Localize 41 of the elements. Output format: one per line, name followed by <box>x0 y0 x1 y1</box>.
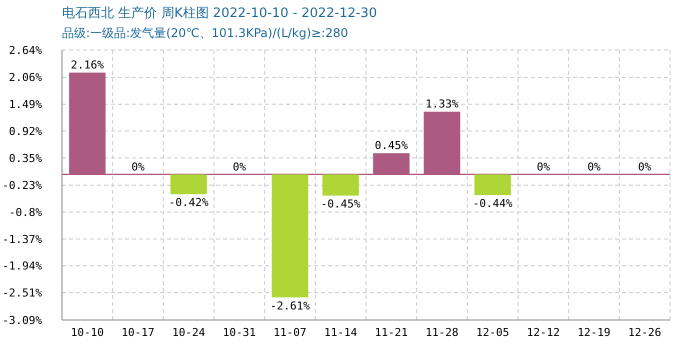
data-label: 0.45% <box>374 139 408 152</box>
x-tick-label: 11-28 <box>425 326 459 339</box>
y-tick-label: 0.92% <box>8 124 42 138</box>
data-label: 0% <box>587 160 601 174</box>
x-tick-label: 10-24 <box>172 326 206 339</box>
x-tick-label: 11-14 <box>324 326 358 339</box>
y-tick-label: 2.64% <box>8 44 42 57</box>
y-tick-label: -3.09% <box>2 314 42 327</box>
y-tick-label: -1.94% <box>2 260 42 273</box>
x-tick-label: 11-07 <box>273 326 307 339</box>
data-label: 0% <box>232 160 246 174</box>
chart-subtitle: 品级:一级品:发气量(20℃、101.3KPa)/(L/kg)≥:280 <box>62 26 348 40</box>
data-label: 0% <box>536 160 550 174</box>
x-tick-label: 10-31 <box>222 326 256 339</box>
y-tick-label: -1.37% <box>2 232 42 246</box>
x-tick-label: 10-17 <box>121 326 155 339</box>
data-label: 1.33% <box>425 98 459 111</box>
data-label: 0% <box>131 160 145 174</box>
y-tick-label: 2.06% <box>8 71 42 84</box>
x-tick-label: 12-12 <box>526 326 560 339</box>
y-tick-label: 1.49% <box>8 98 42 112</box>
y-tick-label: -0.23% <box>2 179 42 192</box>
x-tick-label: 11-21 <box>374 326 408 339</box>
y-tick-label: -2.51% <box>2 286 42 300</box>
data-label: -0.45% <box>320 198 361 211</box>
data-label: -0.44% <box>472 197 513 210</box>
x-tick-label: 10-10 <box>70 326 104 339</box>
y-tick-label: -0.8% <box>8 206 42 219</box>
y-tick-label: 0.35% <box>8 152 42 165</box>
data-label: -2.61% <box>270 299 310 312</box>
data-label: -0.42% <box>168 196 209 210</box>
bar <box>322 174 359 196</box>
chart-title: 电石西北 生产价 周K柱图 2022-10-10 - 2022-12-30 <box>62 6 377 21</box>
bar <box>474 174 511 196</box>
x-tick-label: 12-19 <box>577 326 611 339</box>
data-label: 0% <box>638 160 652 174</box>
x-tick-label: 12-26 <box>628 326 662 339</box>
x-tick-label: 12-05 <box>476 326 510 339</box>
bar <box>170 174 207 194</box>
data-label: 2.16% <box>70 58 104 72</box>
bar <box>272 174 308 298</box>
